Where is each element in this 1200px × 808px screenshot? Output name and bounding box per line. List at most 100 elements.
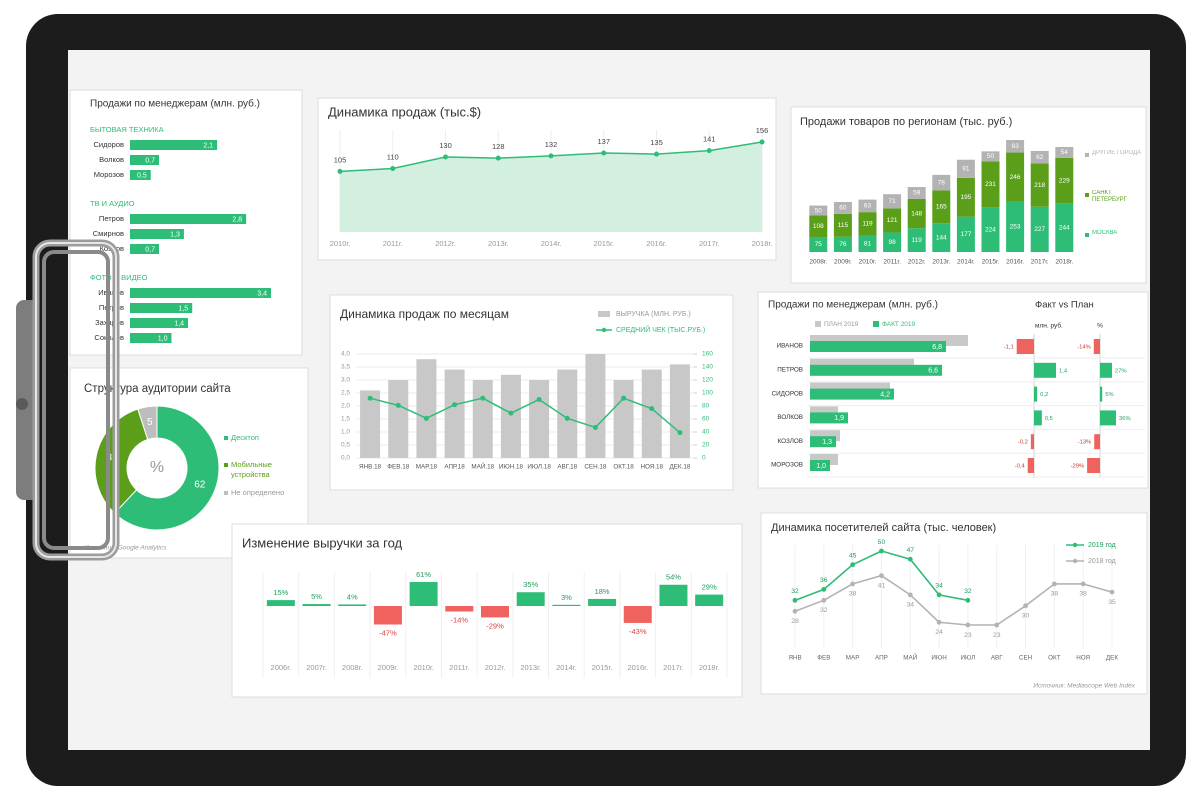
value-label: 218: [1034, 182, 1045, 189]
value-label: 177: [960, 231, 971, 238]
point: [879, 573, 884, 579]
chart-title: Продажи по менеджерам (млн. руб.): [768, 299, 938, 311]
x-tick-label: 2014г.: [541, 239, 562, 248]
column-header: %: [1097, 323, 1103, 330]
point: [564, 415, 570, 421]
y-tick-label: 0,0: [341, 455, 350, 462]
point: [1080, 581, 1086, 587]
bar-segment: [1030, 150, 1049, 164]
point: [452, 402, 458, 408]
x-tick-label: НОЯ.18: [640, 464, 663, 471]
value-label: -43%: [629, 627, 647, 636]
x-tick-label: МАР: [846, 655, 860, 662]
category-label: Морозов: [94, 170, 124, 179]
legend-swatch: [224, 491, 228, 495]
y2-tick-label: 40: [702, 429, 710, 436]
chart-title: Продажи по менеджерам (млн. руб.): [90, 98, 260, 110]
x-tick-label: СЕН.18: [584, 464, 607, 471]
bar-segment: [1030, 206, 1049, 252]
value-label: -14%: [451, 615, 469, 624]
plan-bar: [810, 430, 840, 442]
bar: [552, 604, 581, 606]
value-label: 1,4: [174, 320, 184, 327]
value-label: 59: [913, 190, 921, 197]
bar-segment: [1055, 146, 1074, 158]
value-label: 5: [147, 417, 153, 428]
y2-tick-label: 20: [702, 442, 710, 449]
legend-label: ВЫРУЧКА (МЛН. РУБ.): [616, 311, 691, 318]
legend-swatch: [1085, 153, 1089, 157]
bar: [130, 244, 160, 254]
value-label: 23: [993, 632, 1001, 639]
x-tick-label: ОКТ: [1048, 655, 1061, 662]
value-label: -0,4: [1015, 464, 1026, 470]
fact-bar: [810, 341, 946, 352]
bar-segment: [858, 212, 877, 236]
point: [1109, 589, 1115, 595]
value-label: 81: [864, 241, 872, 248]
legend-label: Не определено: [231, 488, 285, 497]
legend-label-box: Мобильные устройства: [231, 460, 272, 479]
point: [367, 395, 373, 401]
value-label: 108: [813, 223, 824, 230]
bar: [360, 390, 381, 458]
bar-segment: [883, 208, 902, 233]
x-tick-label: 2017г.: [699, 239, 720, 248]
point: [621, 395, 627, 401]
legend-label: ПЛАН 2019: [824, 321, 859, 328]
category-label: КОЗЛОВ: [778, 438, 803, 445]
bar: [500, 374, 521, 458]
fact-bar: [810, 388, 894, 400]
y-tick-label: 2,5: [341, 390, 350, 397]
point: [649, 406, 655, 412]
x-tick-label: ДЕК: [1106, 655, 1118, 662]
bar: [585, 354, 606, 458]
x-tick-label: 2018г.: [752, 239, 773, 248]
fact-bar: [810, 436, 836, 448]
point: [965, 622, 971, 628]
x-tick-label: 2015г.: [592, 663, 613, 672]
value-label: 246: [1010, 174, 1021, 181]
value-label: 244: [1059, 224, 1070, 231]
chart-title: Динамика продаж по месяцам: [340, 307, 509, 321]
value-label: 38: [849, 591, 857, 598]
value-label: -29%: [486, 621, 504, 630]
category-label: ИВАНОВ: [777, 343, 803, 350]
value-label: 137: [597, 137, 610, 146]
value-label: 1,4: [1059, 368, 1068, 374]
value-label: 144: [936, 234, 947, 241]
value-label: -1,1: [1004, 345, 1014, 351]
bar-segment: [1006, 140, 1025, 153]
x-tick-label: ИЮН: [931, 655, 947, 662]
fact-bar: [810, 460, 830, 471]
point: [480, 395, 486, 401]
value-label: 63: [1011, 143, 1019, 150]
bar-segment: [858, 235, 877, 252]
value-label: -47%: [379, 628, 397, 637]
bar-segment: [907, 187, 926, 199]
bar: [130, 288, 271, 298]
x-tick-label: 2009г.: [834, 259, 852, 266]
value-label: 50: [878, 539, 886, 546]
value-label: 91: [962, 166, 970, 173]
bar: [659, 584, 688, 606]
legend-label: ФАКТ 2019: [882, 321, 916, 328]
value-label: 23: [964, 632, 972, 639]
value-label: 18%: [595, 587, 610, 596]
value-label: 5%: [1105, 392, 1113, 398]
x-tick-label: 2011г.: [449, 663, 469, 672]
value-label: 195: [960, 194, 971, 201]
bar-segment: [1006, 201, 1025, 252]
point: [936, 619, 942, 625]
bar: [445, 606, 474, 612]
value-label: 253: [1010, 224, 1021, 231]
x-tick-label: ИЮЛ.18: [527, 464, 551, 471]
x-tick-label: МАР.18: [416, 464, 438, 471]
x-tick-label: ФЕВ: [817, 655, 830, 662]
bar-segment: [1030, 163, 1049, 207]
bar: [472, 380, 493, 458]
value-label: 71: [888, 198, 896, 205]
legend-label: Десктоп: [231, 433, 259, 442]
bar: [130, 333, 172, 343]
point: [592, 424, 598, 430]
